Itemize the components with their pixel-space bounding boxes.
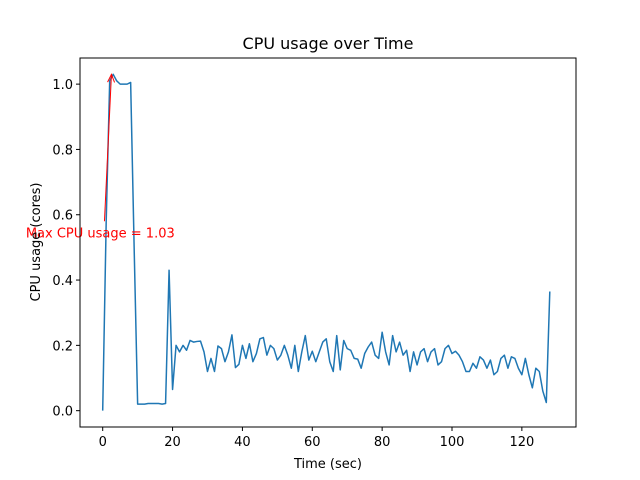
x-tick-label: 40 bbox=[234, 435, 251, 450]
y-tick-label: 0.8 bbox=[52, 143, 73, 158]
x-axis: 0 20 40 60 80 100 120 bbox=[99, 427, 534, 450]
annotation-text: Max CPU usage = 1.03 bbox=[26, 227, 175, 242]
y-tick-label: 0.6 bbox=[52, 209, 73, 224]
y-tick-label: 0.2 bbox=[52, 339, 73, 354]
plot-area: Max CPU usage = 1.03 bbox=[26, 57, 577, 428]
annotation-layer: Max CPU usage = 1.03 bbox=[26, 73, 175, 242]
y-axis-label: CPU usage (cores) bbox=[29, 183, 44, 302]
x-tick-label: 80 bbox=[374, 435, 391, 450]
annotation-arrow-line bbox=[103, 74, 112, 222]
chart-title: CPU usage over Time bbox=[243, 34, 414, 53]
x-tick-label: 100 bbox=[440, 435, 465, 450]
x-axis-label: Time (sec) bbox=[293, 457, 362, 472]
plot-frame bbox=[79, 57, 577, 428]
y-tick-label: 0.0 bbox=[52, 405, 73, 420]
x-tick-label: 60 bbox=[304, 435, 321, 450]
x-tick-label: 20 bbox=[164, 435, 181, 450]
y-tick-label: 1.0 bbox=[52, 78, 73, 93]
y-axis: 0.0 0.2 0.4 0.6 0.8 1.0 bbox=[52, 78, 80, 420]
annotation-arrow-head bbox=[107, 73, 116, 83]
x-tick-label: 0 bbox=[99, 435, 107, 450]
series-layer bbox=[101, 73, 551, 411]
series-line bbox=[101, 73, 551, 411]
x-tick-label: 120 bbox=[509, 435, 534, 450]
y-tick-label: 0.4 bbox=[52, 274, 73, 289]
